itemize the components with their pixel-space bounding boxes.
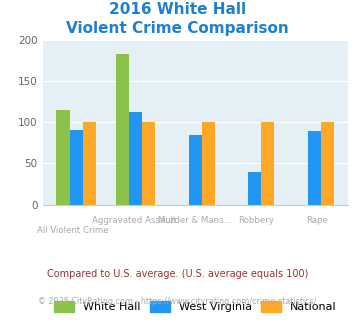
Bar <box>308 131 321 205</box>
Text: Violent Crime Comparison: Violent Crime Comparison <box>66 21 289 36</box>
Bar <box>189 135 202 205</box>
Bar <box>70 130 83 205</box>
Text: 2016 White Hall: 2016 White Hall <box>109 2 246 16</box>
Text: Compared to U.S. average. (U.S. average equals 100): Compared to U.S. average. (U.S. average … <box>47 269 308 279</box>
Bar <box>129 112 142 205</box>
Bar <box>116 54 129 205</box>
Bar <box>261 122 274 205</box>
Bar <box>321 122 334 205</box>
Text: Aggravated Assault: Aggravated Assault <box>92 216 176 225</box>
Text: Rape: Rape <box>306 216 328 225</box>
Legend: White Hall, West Virginia, National: White Hall, West Virginia, National <box>54 301 336 313</box>
Bar <box>142 122 155 205</box>
Bar <box>56 110 70 205</box>
Text: Murder & Mans...: Murder & Mans... <box>158 216 232 225</box>
Text: Robbery: Robbery <box>238 216 274 225</box>
Bar <box>202 122 215 205</box>
Text: All Violent Crime: All Violent Crime <box>37 226 109 235</box>
Bar <box>248 172 261 205</box>
Bar <box>83 122 96 205</box>
Text: © 2025 CityRating.com - https://www.cityrating.com/crime-statistics/: © 2025 CityRating.com - https://www.city… <box>38 297 317 306</box>
